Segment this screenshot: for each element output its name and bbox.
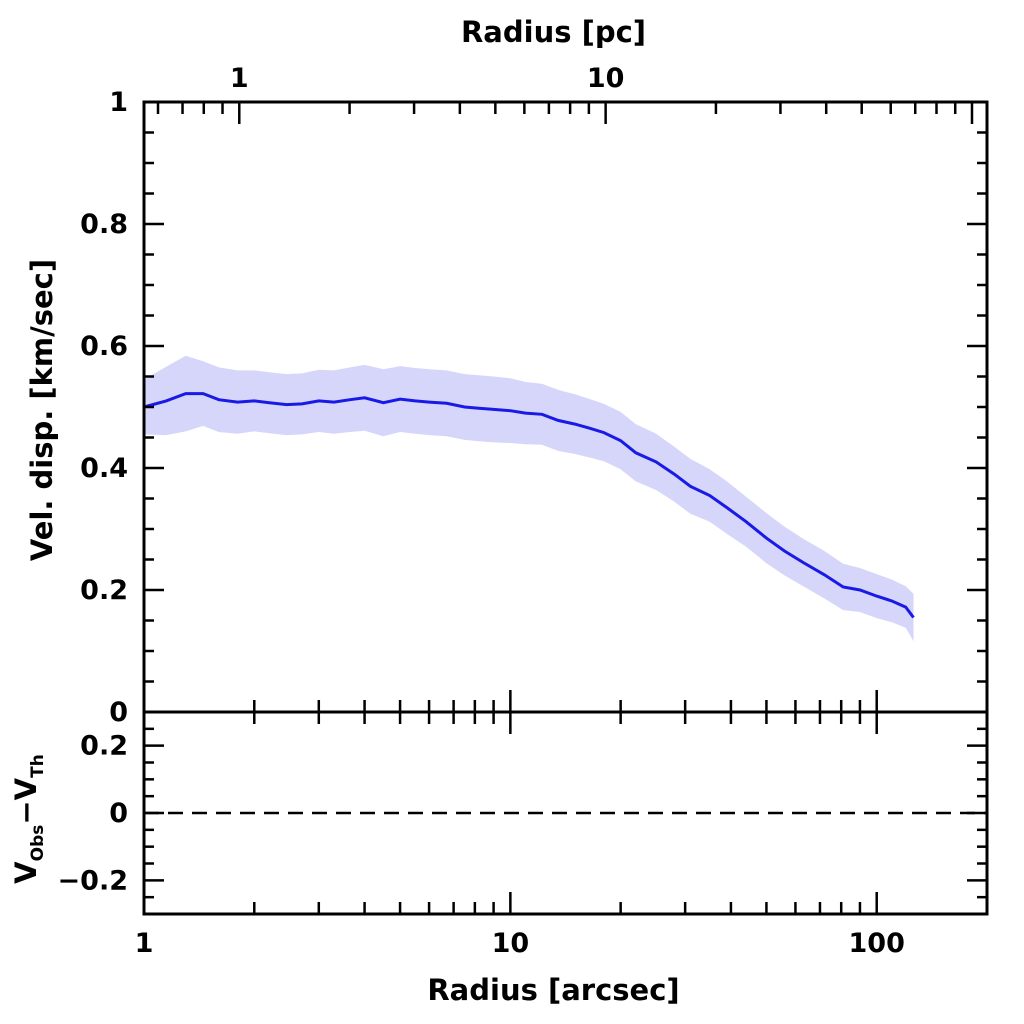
residual-y-tick-label: −0.2 [58,865,128,896]
y-axis-title: Vel. disp. [km/sec] [25,259,59,561]
y-tick-label: 0.2 [80,575,128,606]
bottom-panel-frame [142,710,989,916]
x-axis-title: Radius [arcsec] [427,973,679,1007]
residual-axis-title-sub-th: Th [28,754,48,778]
uncertainty-band [144,355,914,642]
top-axis-title: Radius [pc] [461,15,646,49]
residual-axis-title-v-obs: V [9,861,43,884]
velocity-dispersion-line [143,392,915,619]
residual-y-tick-label: 0.2 [80,731,128,762]
residual-axis-title: VObs−VTh [9,754,48,884]
bottom-panel: −0.2 0 0.2 1 10 100 [58,710,989,959]
top-panel: 0 0.2 0.4 0.6 0.8 1 1 10 [80,63,989,728]
y-tick-label: 0.8 [80,209,128,240]
top-x-tick-label: 10 [587,63,625,94]
residual-axis-title-minus-v: −V [9,777,43,824]
y-tick-label: 1 [109,87,128,118]
x-tick-label: 10 [492,928,530,959]
bottom-panel-labels: −0.2 0 0.2 1 10 100 [58,731,905,959]
y-tick-label: 0.6 [80,331,128,362]
y-tick-label: 0 [109,697,128,728]
x-tick-label: 1 [135,928,154,959]
top-x-tick-label: 1 [230,63,249,94]
residual-y-tick-label: 0 [109,798,128,829]
top-panel-ticks [142,100,989,714]
y-tick-label: 0.4 [80,453,128,484]
x-tick-label: 100 [849,928,905,959]
top-panel-labels: 0 0.2 0.4 0.6 0.8 1 1 10 [80,63,624,728]
residual-axis-title-sub-obs: Obs [28,825,48,862]
